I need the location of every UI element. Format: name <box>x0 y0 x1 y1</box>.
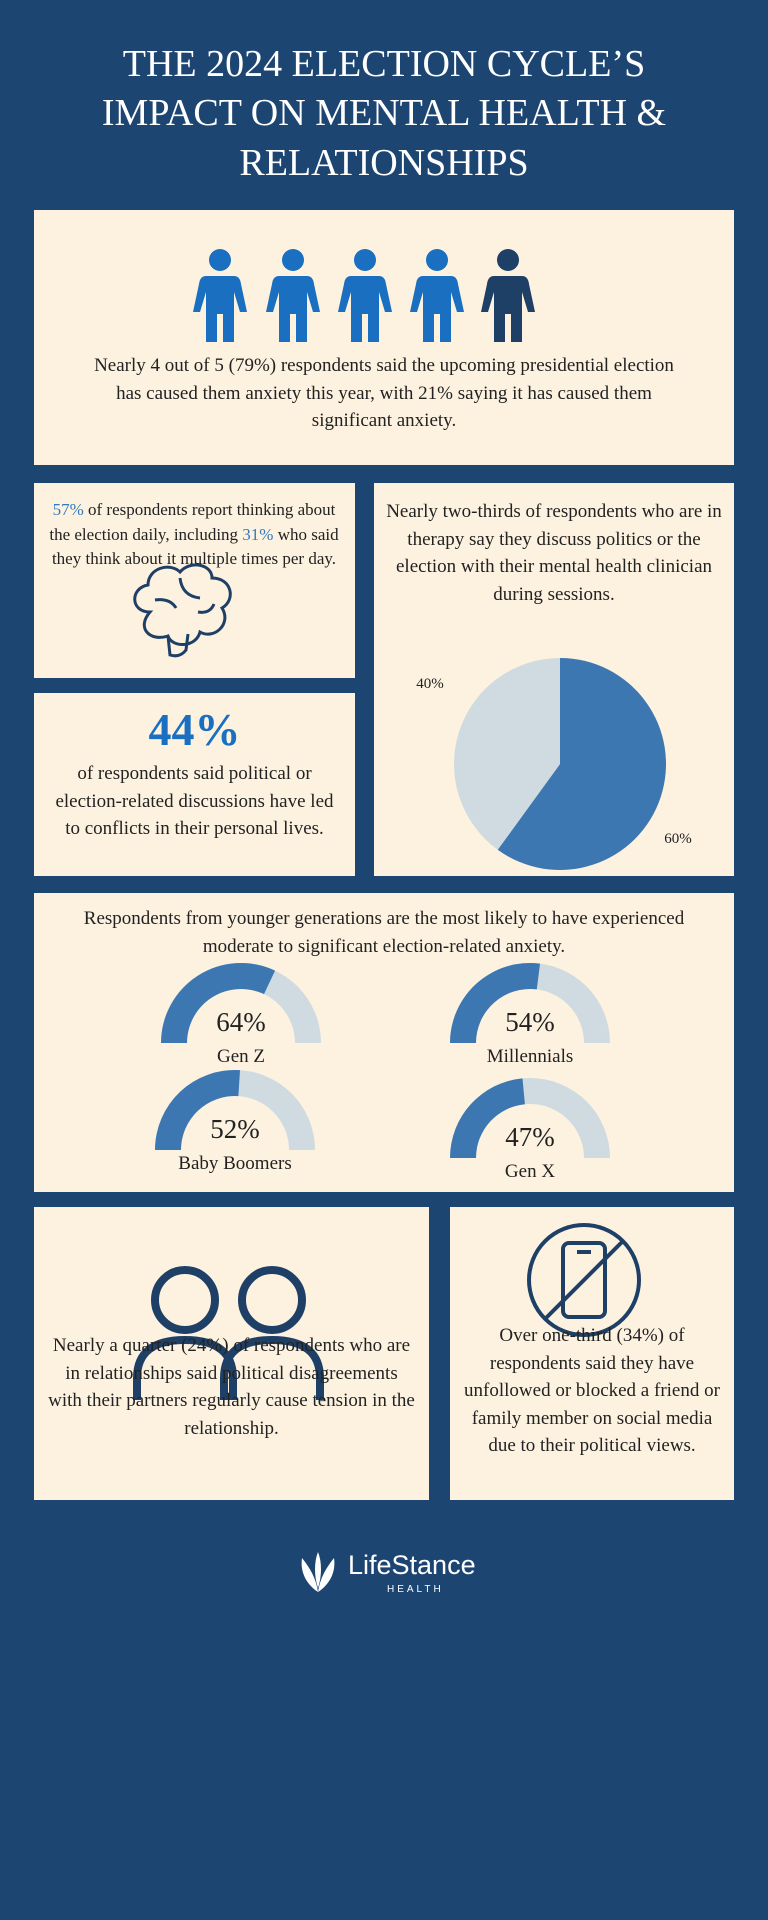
gauge-value: 64% <box>216 1007 266 1037</box>
conflict-text: of respondents said political or electio… <box>55 763 334 840</box>
logo: LifeStance HEALTH <box>292 1548 502 1600</box>
highlight: 31% <box>242 524 274 544</box>
gauge-fill <box>155 1069 241 1150</box>
brain-icon <box>133 563 232 658</box>
daily-text: 57% of respondents report thinking about… <box>44 498 344 572</box>
brand: LifeStance <box>348 1550 476 1580</box>
logo-mark <box>301 1552 335 1592</box>
gauge-fill <box>450 962 541 1043</box>
pie-slice <box>454 658 560 850</box>
gauge-value: 52% <box>210 1114 260 1144</box>
text: who said they think about it multiple ti… <box>51 524 339 569</box>
pie-slice <box>497 658 666 870</box>
gauge-fill <box>161 963 276 1043</box>
gauge-name: Gen Z <box>217 1046 265 1067</box>
anxiety-text: Nearly 4 out of 5 (79%) respondents said… <box>94 355 674 432</box>
couple-icon <box>133 1266 324 1400</box>
conflict-stat: 44% <box>148 704 241 755</box>
brand-sub: HEALTH <box>387 1584 444 1595</box>
no-phone-icon <box>527 1223 641 1337</box>
gauge-name: Gen X <box>505 1161 555 1182</box>
gauge-value: 47% <box>505 1122 555 1152</box>
gauge-value: 54% <box>505 1007 555 1037</box>
text: of respondents report thinking about the… <box>49 500 336 544</box>
therapy-text: Nearly two-thirds of respondents who are… <box>386 501 722 605</box>
gauge-name: Baby Boomers <box>178 1153 291 1174</box>
relationships-text: Nearly a quarter (24%) of respondents wh… <box>48 1335 415 1439</box>
gauge-name: Millennials <box>487 1046 574 1067</box>
title: THE 2024 ELECTION CYCLE’S IMPACT ON MENT… <box>101 43 667 184</box>
social-text: Over one-third (34%) of respondents said… <box>464 1325 720 1457</box>
generations-text: Respondents from younger generations are… <box>83 908 685 957</box>
gauge-fill <box>450 1078 525 1158</box>
pie-label: 60% <box>664 831 692 847</box>
pie-label: 40% <box>416 676 444 692</box>
highlight: 57% <box>52 500 84 519</box>
